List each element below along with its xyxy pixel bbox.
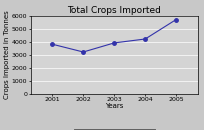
X-axis label: Years: Years <box>105 103 123 109</box>
Legend: Total Crops Imported: Total Crops Imported <box>74 129 155 130</box>
Total Crops Imported <box>113 42 115 44</box>
Line: Total Crops Imported: Total Crops Imported <box>51 18 178 54</box>
Total Crops Imported <box>144 38 146 40</box>
Total Crops Imported <box>175 19 177 20</box>
Title: Total Crops Imported: Total Crops Imported <box>67 6 161 15</box>
Total Crops Imported <box>51 43 53 45</box>
Y-axis label: Crops Imported in Tonnes: Crops Imported in Tonnes <box>4 10 10 99</box>
Total Crops Imported <box>82 51 84 53</box>
